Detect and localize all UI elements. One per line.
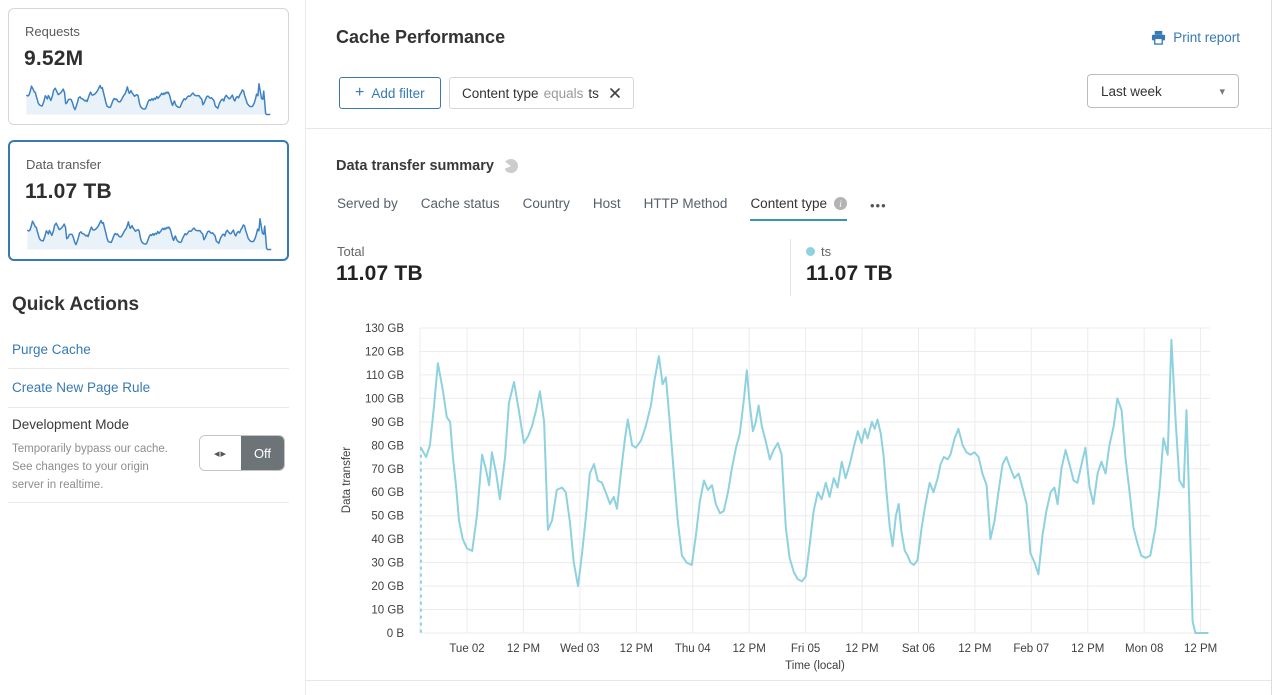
- content-right-border: [1271, 0, 1272, 695]
- series-value: 11.07 TB: [806, 262, 893, 285]
- svg-text:40 GB: 40 GB: [371, 534, 404, 546]
- svg-text:Fri 05: Fri 05: [791, 643, 820, 655]
- dimension-tabs: Served by Cache status Country Host HTTP…: [337, 196, 887, 221]
- sidebar-divider: [8, 407, 289, 408]
- quick-actions-title: Quick Actions: [12, 294, 140, 315]
- tab-host[interactable]: Host: [592, 196, 621, 211]
- time-range-value: Last week: [1101, 83, 1162, 99]
- sidebar-divider: [8, 502, 289, 503]
- remove-filter-button[interactable]: [609, 87, 621, 99]
- requests-card-value: 9.52M: [24, 47, 84, 70]
- svg-text:20 GB: 20 GB: [371, 581, 404, 593]
- svg-text:12 PM: 12 PM: [733, 643, 766, 655]
- summary-title-row: Data transfer summary: [336, 158, 518, 174]
- requests-sparkline: [25, 82, 271, 116]
- sidebar-divider: [8, 368, 289, 369]
- svg-text:50 GB: 50 GB: [371, 511, 404, 523]
- svg-text:0 B: 0 B: [387, 628, 405, 640]
- total-label: Total: [337, 244, 365, 259]
- close-icon: [610, 88, 620, 98]
- tab-content-type[interactable]: Content type i: [750, 196, 847, 221]
- add-filter-label: Add filter: [371, 85, 425, 101]
- svg-text:90 GB: 90 GB: [371, 417, 404, 429]
- requests-card-label: Requests: [25, 24, 80, 39]
- svg-text:110 GB: 110 GB: [366, 370, 404, 382]
- summary-title: Data transfer summary: [336, 158, 494, 174]
- toggle-arrows-icon: ◂▸: [200, 436, 241, 470]
- development-mode-title: Development Mode: [12, 417, 130, 432]
- info-icon[interactable]: i: [834, 197, 847, 210]
- tab-cache-status[interactable]: Cache status: [420, 196, 500, 211]
- svg-text:Thu 04: Thu 04: [675, 643, 711, 655]
- svg-text:70 GB: 70 GB: [371, 464, 404, 476]
- data-transfer-sparkline: [26, 217, 272, 251]
- dev-mode-toggle[interactable]: ◂▸ Off: [199, 435, 285, 471]
- data-transfer-card-value: 11.07 TB: [25, 180, 112, 203]
- purge-cache-link[interactable]: Purge Cache: [12, 342, 91, 357]
- svg-text:12 PM: 12 PM: [1184, 643, 1217, 655]
- svg-text:Wed 03: Wed 03: [560, 643, 599, 655]
- printer-icon: [1152, 30, 1166, 45]
- tab-http-method[interactable]: HTTP Method: [643, 196, 728, 211]
- svg-text:60 GB: 60 GB: [371, 487, 404, 499]
- data-transfer-card-label: Data transfer: [26, 157, 102, 172]
- series-legend: ts: [806, 244, 831, 259]
- data-transfer-card[interactable]: Data transfer 11.07 TB: [8, 140, 289, 261]
- svg-text:12 PM: 12 PM: [845, 643, 878, 655]
- more-dimensions-button[interactable]: •••: [870, 198, 887, 213]
- page-title: Cache Performance: [336, 27, 506, 47]
- filter-value: ts: [588, 85, 599, 101]
- filter-chip-content-type[interactable]: Content type equals ts: [449, 77, 634, 109]
- time-range-select[interactable]: Last week ▾: [1087, 74, 1239, 108]
- svg-text:30 GB: 30 GB: [371, 558, 404, 570]
- svg-text:12 PM: 12 PM: [958, 643, 991, 655]
- svg-text:100 GB: 100 GB: [365, 393, 404, 405]
- svg-text:130 GB: 130 GB: [365, 323, 404, 335]
- svg-text:12 PM: 12 PM: [620, 643, 653, 655]
- svg-text:12 PM: 12 PM: [507, 643, 540, 655]
- tab-country[interactable]: Country: [522, 196, 570, 211]
- svg-text:Time (local): Time (local): [785, 660, 845, 672]
- filter-operator: equals: [543, 85, 584, 101]
- svg-text:10 GB: 10 GB: [371, 605, 404, 617]
- create-page-rule-link[interactable]: Create New Page Rule: [12, 380, 151, 395]
- stats-divider: [790, 239, 791, 296]
- svg-text:Tue 02: Tue 02: [449, 643, 484, 655]
- add-filter-button[interactable]: + Add filter: [339, 77, 441, 109]
- svg-text:Mon 08: Mon 08: [1125, 643, 1163, 655]
- svg-text:120 GB: 120 GB: [365, 346, 404, 358]
- total-value: 11.07 TB: [336, 262, 423, 285]
- tab-served-by[interactable]: Served by: [337, 196, 398, 211]
- sampling-pie-icon: [503, 159, 518, 173]
- series-name: ts: [821, 244, 832, 259]
- svg-text:Feb 07: Feb 07: [1013, 643, 1049, 655]
- data-transfer-chart[interactable]: 0 B 10 GB 20 GB 30 GB 40 GB 50 GB 60 GB 70 GB 80…: [336, 318, 1226, 680]
- svg-text:Data transfer: Data transfer: [341, 447, 353, 514]
- development-mode-description: Temporarily bypass our cache. See change…: [12, 443, 168, 491]
- svg-text:80 GB: 80 GB: [371, 440, 404, 452]
- requests-card[interactable]: Requests 9.52M: [8, 8, 289, 125]
- sidebar: Requests 9.52M Data transfer 11.07 TB Qu…: [0, 0, 306, 695]
- series-dot-icon: [806, 247, 815, 256]
- print-report-link[interactable]: Print report: [1151, 30, 1240, 45]
- toggle-state-off: Off: [241, 436, 284, 470]
- section-divider: [306, 680, 1271, 681]
- filter-field: Content type: [462, 85, 539, 101]
- header-divider: [306, 128, 1271, 129]
- svg-text:Sat 06: Sat 06: [902, 643, 935, 655]
- chevron-down-icon: ▾: [1219, 85, 1225, 98]
- svg-text:12 PM: 12 PM: [1071, 643, 1104, 655]
- plus-icon: +: [355, 84, 365, 101]
- print-report-label: Print report: [1173, 30, 1240, 45]
